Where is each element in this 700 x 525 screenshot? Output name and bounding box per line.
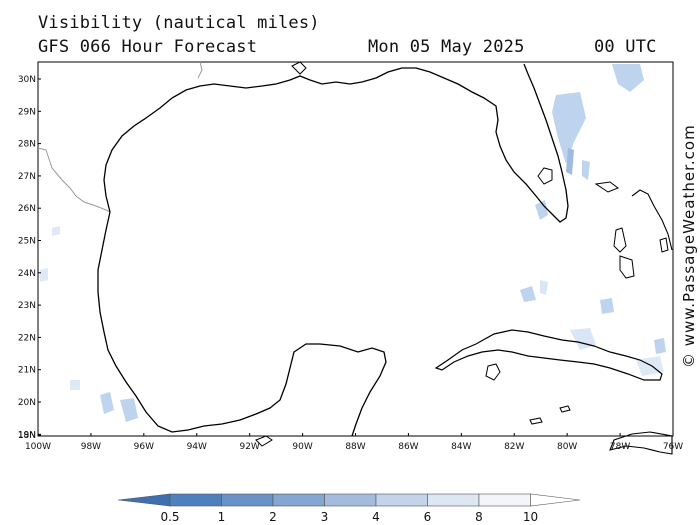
lat-label: 26N <box>18 204 36 214</box>
legend-segment <box>478 493 531 507</box>
legend-arrow-high <box>530 493 581 507</box>
caribbean-coastline <box>631 189 673 251</box>
map-title: Visibility (nautical miles) <box>38 13 320 33</box>
lon-label: 94W <box>187 442 207 452</box>
forecast-time-utc: 00 UTC <box>594 37 657 57</box>
legend-segment <box>221 493 274 507</box>
mexico-east-coastline <box>97 211 387 437</box>
lon-label: 80W <box>557 442 577 452</box>
visibility-patches <box>40 64 666 422</box>
lon-label: 82W <box>504 442 524 452</box>
legend-segment <box>272 493 325 507</box>
legend-label: 0.5 <box>160 510 179 524</box>
lon-label: 86W <box>398 442 418 452</box>
lon-label: 90W <box>292 442 312 452</box>
lat-label: 22N <box>18 333 36 343</box>
lon-label: 76W <box>663 442 683 452</box>
lat-label: 23N <box>18 301 36 311</box>
lat-label: 30N <box>18 75 36 85</box>
lat-label: 20N <box>18 398 36 408</box>
small-islands <box>255 61 669 447</box>
legend-segment <box>169 493 222 507</box>
lon-label: 100W <box>25 442 51 452</box>
lat-label: 25N <box>18 237 36 247</box>
gulf-coastline <box>103 63 569 223</box>
forecast-date: Mon 05 May 2025 <box>368 37 525 57</box>
legend-label: 2 <box>269 510 277 524</box>
legend-segment <box>375 493 428 507</box>
lat-label: 29N <box>18 107 36 117</box>
passageweather-credit: © www.PassageWeather.com <box>680 124 698 368</box>
legend-segment <box>427 493 480 507</box>
lon-label: 78W <box>610 442 630 452</box>
forecast-subtitle: GFS 066 Hour Forecast <box>38 37 258 57</box>
legend-arrow-low <box>117 493 171 507</box>
legend-label: 4 <box>372 510 380 524</box>
legend-label: 1 <box>218 510 226 524</box>
texas-border-line <box>197 61 203 79</box>
lat-label: 21N <box>18 366 36 376</box>
lon-label: 92W <box>239 442 259 452</box>
lon-label: 98W <box>81 442 101 452</box>
legend-label: 3 <box>321 510 329 524</box>
lat-label: 28N <box>18 140 36 150</box>
lon-label: 84W <box>451 442 471 452</box>
lon-label: 96W <box>134 442 154 452</box>
lat-label: 18N <box>18 431 36 441</box>
lon-label: 88W <box>345 442 365 452</box>
lat-label: 27N <box>18 172 36 182</box>
visibility-legend: 0.5 1 2 3 4 6 8 10 <box>117 493 581 524</box>
us-mexico-border <box>37 147 111 213</box>
lat-label: 19N <box>18 430 36 440</box>
legend-label: 6 <box>424 510 432 524</box>
legend-segment <box>324 493 377 507</box>
lat-label: 24N <box>18 269 36 279</box>
legend-label: 10 <box>523 510 538 524</box>
cuba-coastline <box>434 329 663 381</box>
legend-label: 8 <box>475 510 483 524</box>
hispaniola-coastline <box>609 431 673 455</box>
